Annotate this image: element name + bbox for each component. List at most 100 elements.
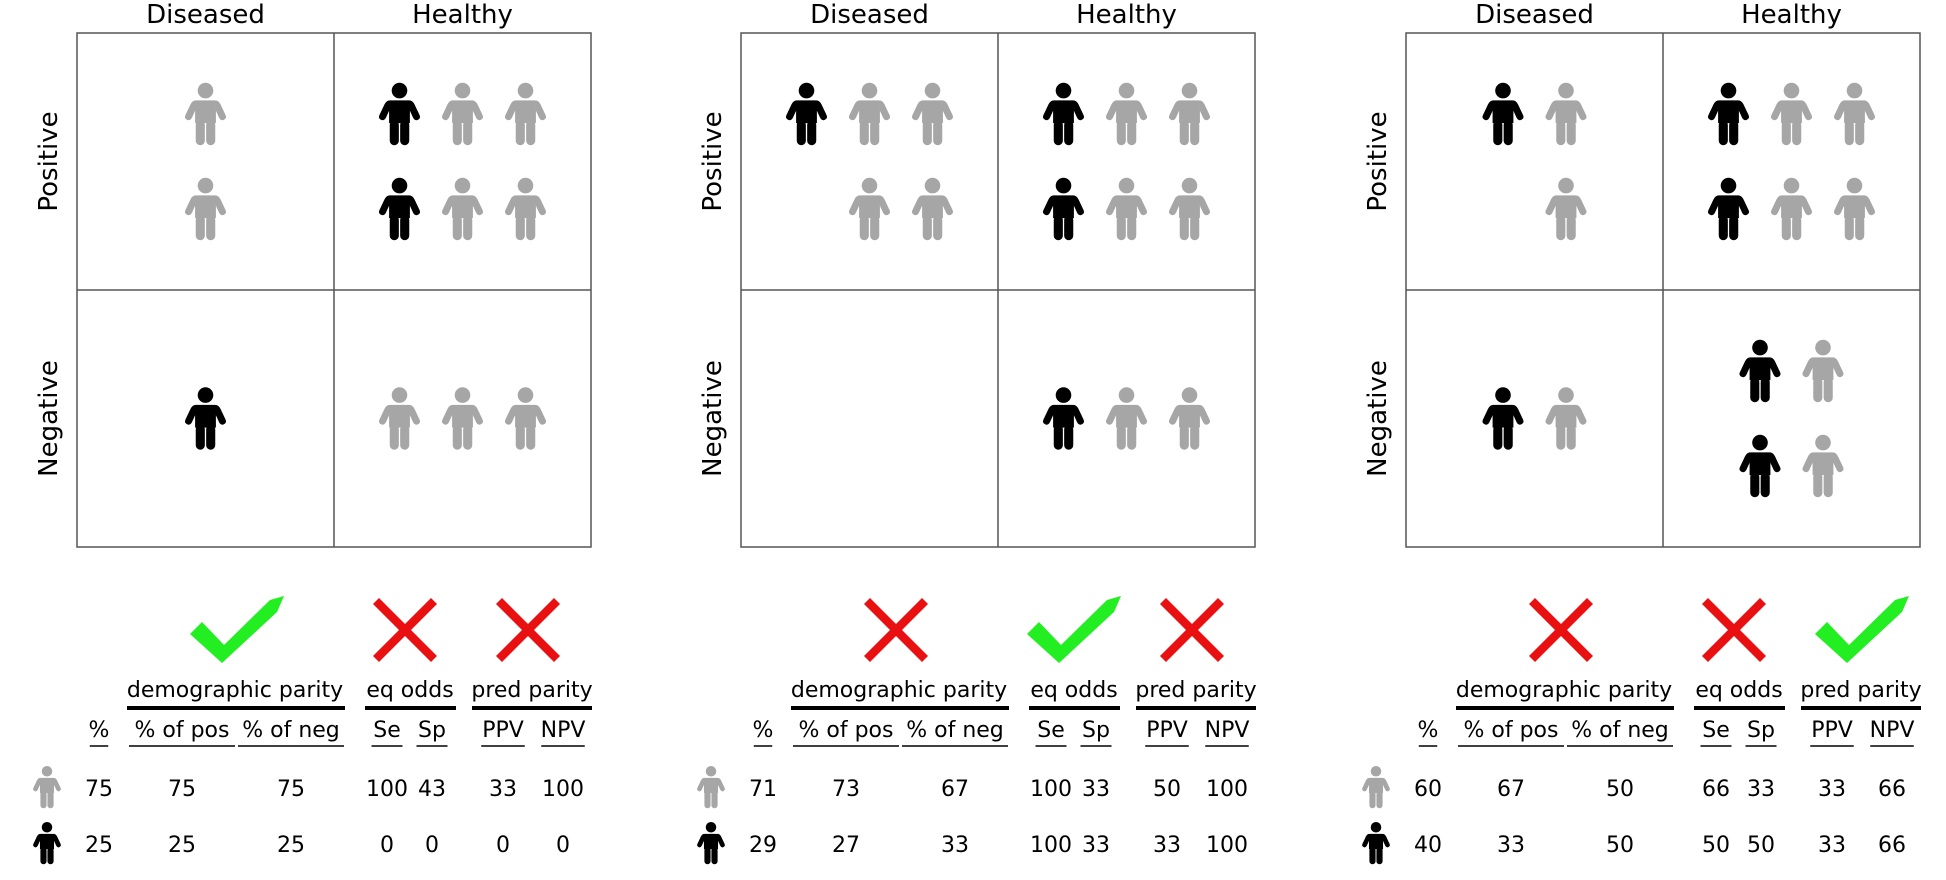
- metric-value: 33: [1818, 777, 1846, 802]
- person-icon: [504, 387, 547, 450]
- row-header-positive: Positive: [1363, 111, 1393, 211]
- cross-icon: [1160, 598, 1224, 662]
- subheader-sp: Sp: [1747, 718, 1775, 743]
- cross-icon: [864, 598, 928, 662]
- metric-value: 25: [168, 833, 196, 858]
- subheader-pct: %: [89, 718, 110, 743]
- cross-icon: [373, 598, 437, 662]
- metric-value: 60: [1414, 777, 1442, 802]
- person-icon: [184, 82, 227, 146]
- cell-people: [1707, 82, 1876, 241]
- metric-value: 33: [941, 833, 969, 858]
- metric-value: 40: [1414, 833, 1442, 858]
- metric-value: 33: [1082, 833, 1110, 858]
- subheader-pct-pos: % of pos: [1464, 718, 1559, 743]
- metric-value: 75: [85, 777, 113, 802]
- metric-value: 66: [1702, 777, 1730, 802]
- person-icon: [1105, 177, 1148, 241]
- row-header-negative: Negative: [34, 360, 64, 477]
- header-pred-parity: pred parity: [1800, 678, 1921, 703]
- cell-people: [1042, 82, 1211, 241]
- person-icon: [1833, 82, 1876, 146]
- cell-people: [378, 387, 547, 450]
- confusion-grid: [740, 32, 1256, 548]
- person-icon: [1707, 82, 1750, 146]
- person-icon: [33, 766, 61, 809]
- cell-people: [785, 82, 954, 241]
- panel-1: Diseased Healthy Positive Negative demograph…: [33, 0, 593, 865]
- column-header-healthy: Healthy: [412, 0, 513, 30]
- subheader-se: Se: [373, 718, 401, 743]
- person-icon: [1770, 82, 1813, 146]
- person-icon: [441, 387, 484, 450]
- metric-value: 43: [418, 777, 446, 802]
- person-icon: [1105, 82, 1148, 146]
- column-header-diseased: Diseased: [1475, 0, 1594, 30]
- metric-value: 100: [1030, 833, 1072, 858]
- person-icon: [1362, 766, 1390, 809]
- person-icon: [1168, 387, 1211, 450]
- row-header-negative: Negative: [698, 360, 728, 477]
- metric-value: 33: [1153, 833, 1181, 858]
- subheader-ppv: PPV: [482, 718, 524, 743]
- subheader-sp: Sp: [418, 718, 446, 743]
- cell-people: [184, 82, 227, 241]
- cell-people: [1739, 339, 1844, 498]
- cross-icon: [1529, 598, 1593, 662]
- metric-value: 50: [1702, 833, 1730, 858]
- metric-value: 33: [1082, 777, 1110, 802]
- header-demographic-parity: demographic parity: [127, 678, 343, 703]
- subheader-se: Se: [1037, 718, 1065, 743]
- metric-value: 0: [556, 833, 570, 858]
- metric-value: 67: [941, 777, 969, 802]
- cross-icon: [496, 598, 560, 662]
- metric-value: 25: [277, 833, 305, 858]
- person-icon: [697, 822, 725, 865]
- metric-value: 50: [1747, 833, 1775, 858]
- metric-value: 100: [366, 777, 408, 802]
- person-icon: [378, 82, 421, 146]
- metric-value: 33: [1818, 833, 1846, 858]
- metric-value: 66: [1878, 833, 1906, 858]
- row-header-positive: Positive: [698, 111, 728, 211]
- person-icon: [1802, 434, 1844, 498]
- column-header-healthy: Healthy: [1741, 0, 1842, 30]
- metric-value: 75: [277, 777, 305, 802]
- metric-value: 100: [1206, 777, 1248, 802]
- person-icon: [504, 177, 547, 241]
- confusion-grid: [76, 32, 592, 548]
- person-icon: [1739, 434, 1781, 498]
- check-icon: [1027, 596, 1121, 663]
- person-icon: [785, 82, 828, 146]
- row-header-negative: Negative: [1363, 360, 1393, 477]
- person-icon: [1042, 177, 1085, 241]
- panel-2: Diseased Healthy Positive Negative demograph…: [697, 0, 1257, 865]
- subheader-pct: %: [1418, 718, 1439, 743]
- cross-icon: [1702, 598, 1766, 662]
- header-demographic-parity: demographic parity: [1456, 678, 1672, 703]
- person-icon: [1545, 387, 1587, 450]
- person-icon: [378, 387, 421, 450]
- person-icon: [1545, 82, 1587, 146]
- panel-3: Diseased Healthy Positive Negative demograph…: [1362, 0, 1922, 865]
- person-icon: [1770, 177, 1813, 241]
- subheader-npv: NPV: [1870, 718, 1915, 743]
- person-icon: [1105, 387, 1148, 450]
- column-header-diseased: Diseased: [810, 0, 929, 30]
- metric-value: 27: [832, 833, 860, 858]
- person-icon: [1482, 82, 1524, 146]
- person-icon: [184, 177, 227, 241]
- metric-value: 100: [542, 777, 584, 802]
- metric-value: 25: [85, 833, 113, 858]
- metric-value: 0: [380, 833, 394, 858]
- person-icon: [1042, 387, 1085, 450]
- header-eq-odds: eq odds: [1695, 678, 1782, 703]
- subheader-ppv: PPV: [1811, 718, 1853, 743]
- person-icon: [848, 177, 891, 241]
- subheader-pct-pos: % of pos: [799, 718, 894, 743]
- person-icon: [1042, 82, 1085, 146]
- subheader-sp: Sp: [1082, 718, 1110, 743]
- person-icon: [1707, 177, 1750, 241]
- subheader-ppv: PPV: [1146, 718, 1188, 743]
